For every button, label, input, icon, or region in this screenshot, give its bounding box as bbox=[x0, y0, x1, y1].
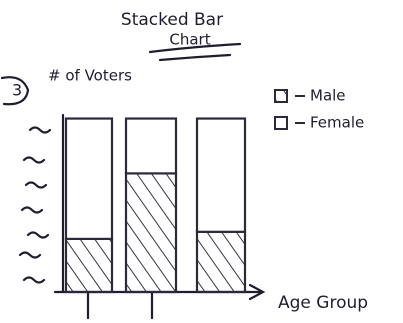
chart-title: Chart bbox=[169, 31, 210, 49]
y-axis-label: # of Voters bbox=[48, 67, 132, 85]
bar-segment bbox=[64, 117, 114, 241]
title-underline bbox=[148, 42, 242, 62]
bar-segment bbox=[195, 230, 247, 294]
bar-segment bbox=[124, 172, 178, 294]
y-axis-squiggles bbox=[18, 126, 52, 284]
chart-title: Stacked Bar bbox=[121, 10, 223, 30]
annotation-circle bbox=[0, 76, 30, 106]
bar-segment bbox=[64, 237, 114, 294]
legend-swatch bbox=[274, 116, 288, 130]
x-axis-label: Age Group bbox=[278, 293, 368, 313]
legend-swatch bbox=[274, 89, 288, 103]
bar-segment bbox=[195, 117, 247, 233]
legend-label: Male bbox=[310, 87, 346, 105]
legend-label: Female bbox=[310, 114, 364, 132]
bar-segment bbox=[124, 117, 178, 175]
annotation: 3 bbox=[12, 81, 22, 100]
